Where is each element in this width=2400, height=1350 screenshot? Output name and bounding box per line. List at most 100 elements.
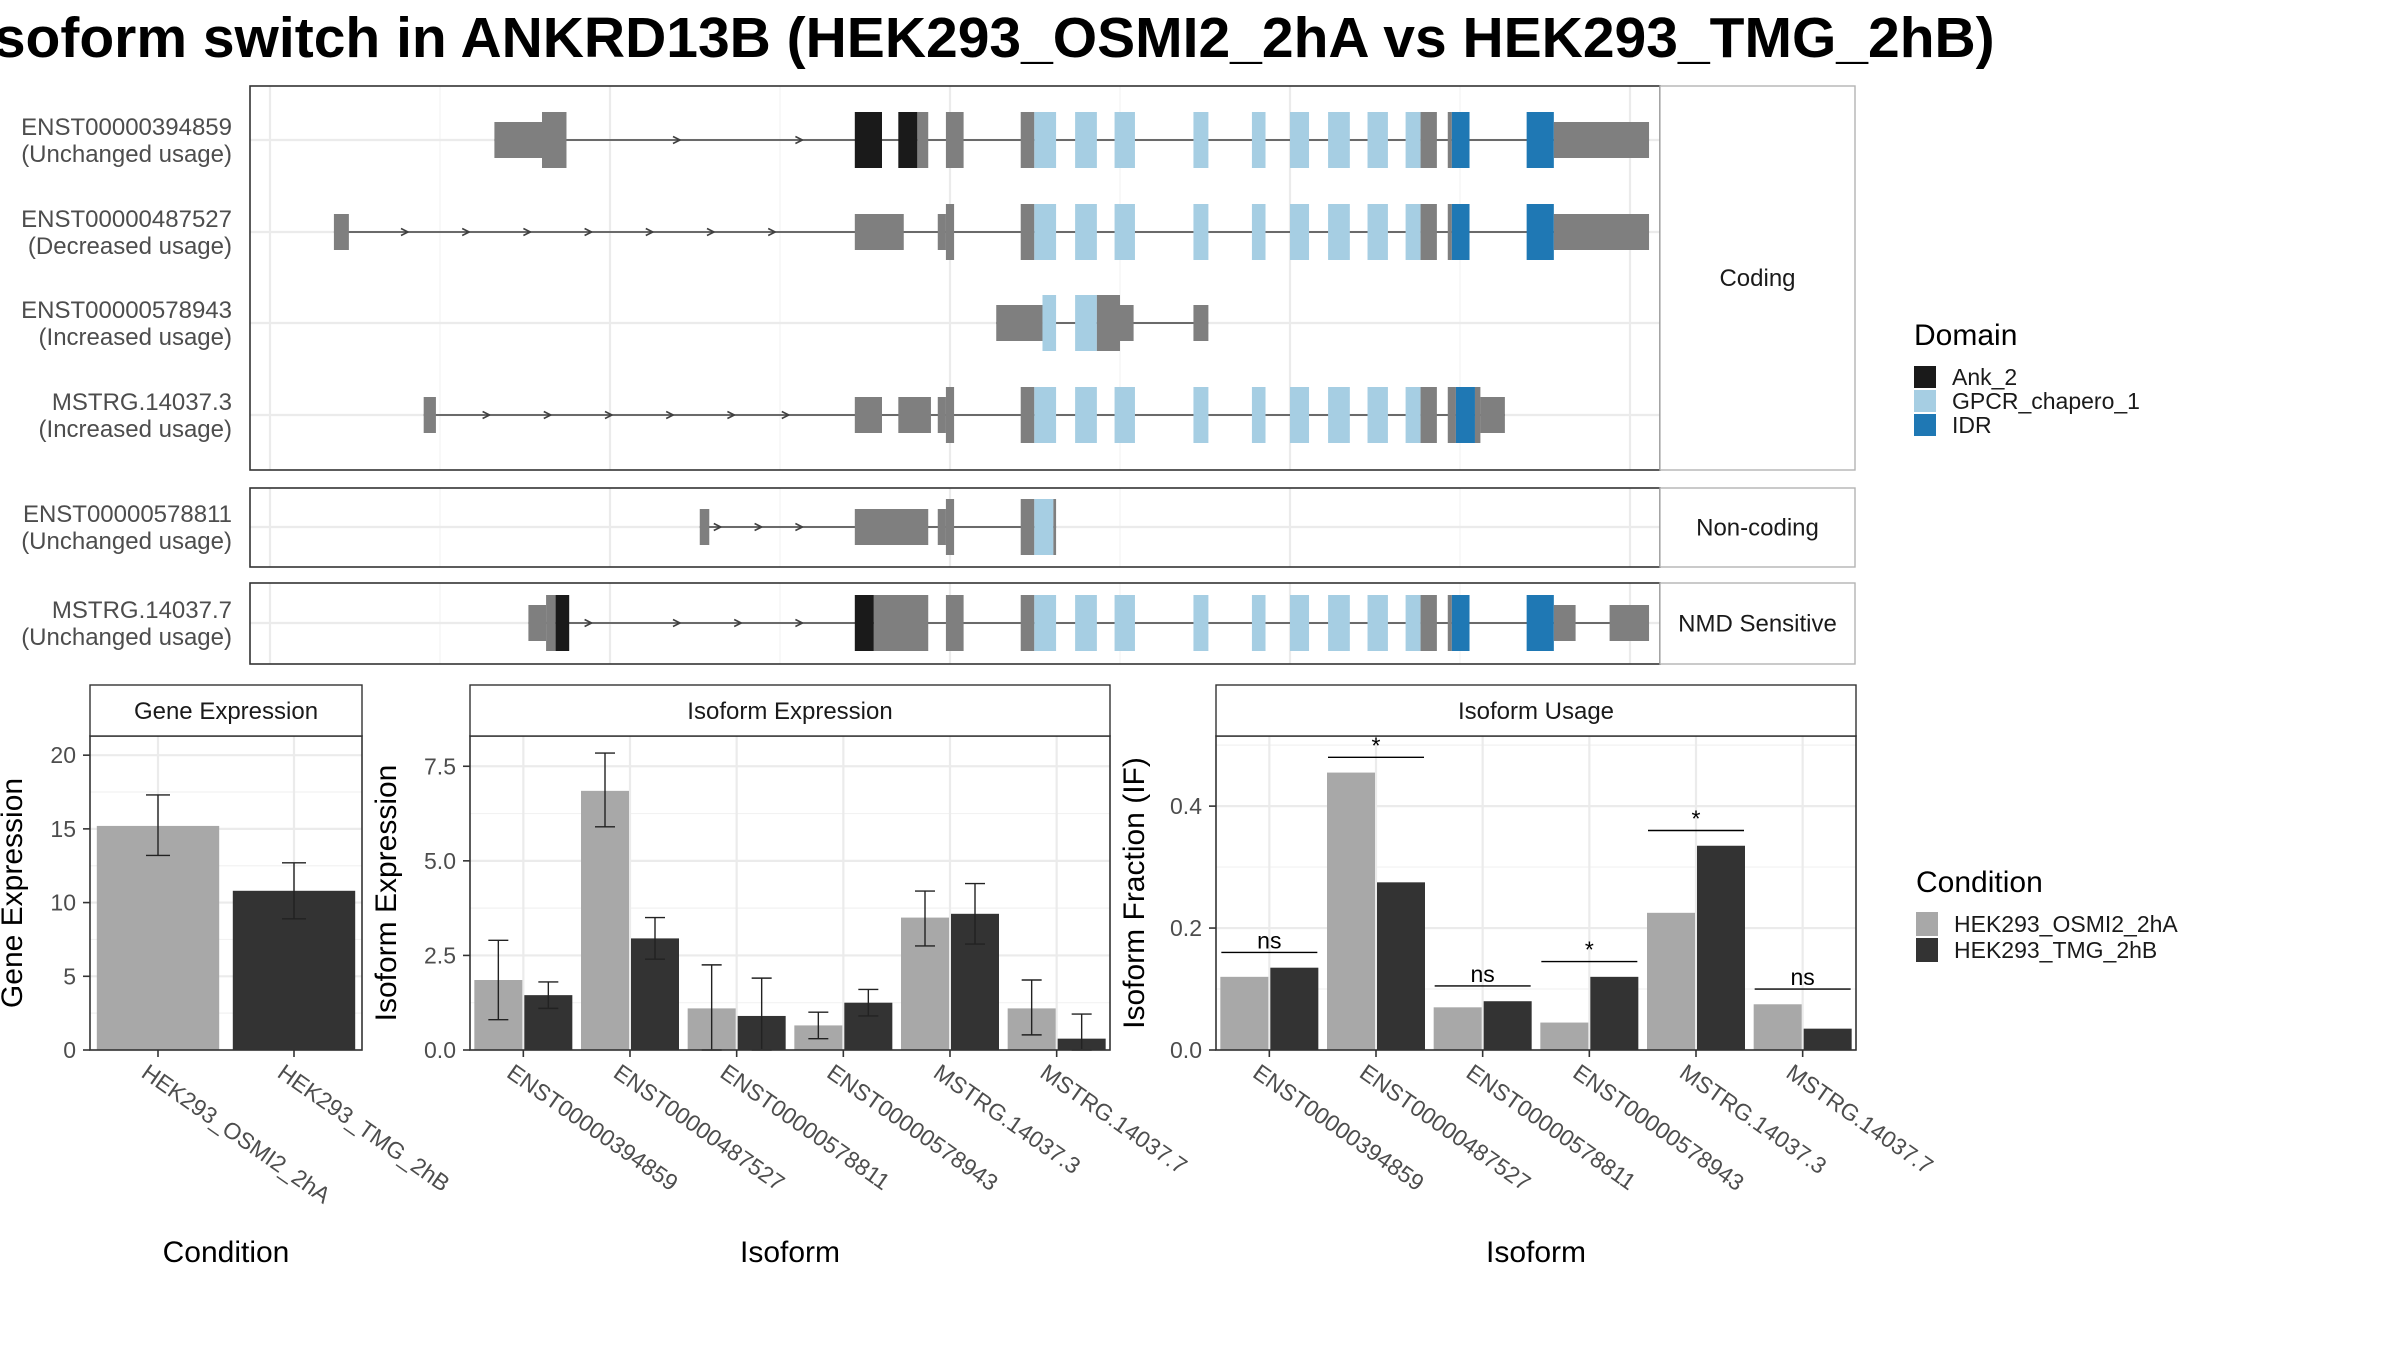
condition-legend-title: Condition (1916, 866, 2043, 899)
x-tick-label: ENST00000578943 (1568, 1059, 1748, 1196)
error-bar (1021, 979, 1042, 1036)
bar-ENST00000578811-HEK293_OSMI2_2hA (1433, 1007, 1482, 1050)
domain-block-GPCR_chapero_1 (1075, 387, 1097, 443)
domain-block-GPCR_chapero_1 (1193, 112, 1209, 168)
strand-arrow (400, 227, 410, 237)
significance-marker: * (1328, 732, 1424, 758)
transcript-MSTRG.14037.7: MSTRG.14037.7(Unchanged usage) (21, 595, 1650, 651)
structure-strip-label: Coding (1719, 265, 1795, 292)
error-bar (808, 1011, 829, 1040)
significance-marker: * (1648, 806, 1744, 832)
exon-block (945, 499, 955, 555)
domain-block-GPCR_chapero_1 (1193, 387, 1209, 443)
domain-block-GPCR_chapero_1 (1328, 595, 1350, 651)
exon-block (1420, 387, 1437, 443)
y-tick-label: 0.0 (1170, 1037, 1202, 1063)
y-tick-label: 5.0 (424, 848, 456, 874)
strand-arrow (672, 618, 682, 628)
y-axis-title: Gene Expression (0, 778, 29, 1008)
error-bar (965, 882, 985, 945)
domain-block-GPCR_chapero_1 (1367, 112, 1388, 168)
domain-block-IDR (1451, 595, 1470, 651)
exon-block (494, 122, 542, 158)
strand-arrow (795, 618, 805, 628)
exon-block (542, 112, 567, 168)
condition-legend-swatch (1916, 938, 1938, 962)
significance-label: ns (1257, 927, 1281, 953)
bar-ENST00000487527-HEK293_OSMI2_2hA (581, 790, 629, 1050)
bar-panel-title: Gene Expression (134, 698, 318, 725)
domain-block-GPCR_chapero_1 (1251, 204, 1266, 260)
exon-block (1447, 204, 1452, 260)
bar-panel-strip (1215, 684, 1857, 737)
significance-label: * (1585, 937, 1594, 963)
transcript-id-label: MSTRG.14037.3 (52, 389, 232, 416)
x-axis-title: Isoform (740, 1236, 840, 1269)
y-tick-label: 20 (50, 742, 76, 768)
exon-block (1120, 305, 1134, 341)
y-tick-label: 10 (50, 890, 76, 916)
exon-block (1020, 204, 1035, 260)
transcript-id-label: ENST00000394859 (21, 114, 232, 141)
domain-block-GPCR_chapero_1 (1034, 387, 1057, 443)
domain-block-IDR (1526, 204, 1554, 260)
domain-block-GPCR_chapero_1 (1075, 204, 1097, 260)
x-tick-label: ENST00000487527 (1355, 1059, 1535, 1196)
condition-legend-label: HEK293_OSMI2_2hA (1954, 911, 2178, 937)
domain-legend-title: Domain (1914, 319, 2017, 352)
domain-block-Ank_2 (555, 595, 570, 651)
condition-legend-label: HEK293_TMG_2hB (1954, 937, 2157, 963)
domain-block-GPCR_chapero_1 (1251, 595, 1266, 651)
transcript-usage-label: (Increased usage) (39, 416, 232, 443)
bar-ENST00000394859-HEK293_OSMI2_2hA (1220, 976, 1269, 1050)
y-tick-label: 5 (63, 963, 76, 989)
exon-block (1474, 387, 1481, 443)
domain-block-GPCR_chapero_1 (1290, 112, 1310, 168)
strand-arrow (733, 618, 743, 628)
y-axis-title: Isoform Expression (370, 765, 403, 1022)
exon-block (1053, 499, 1057, 555)
domain-block-GPCR_chapero_1 (1034, 204, 1057, 260)
strand-arrow (523, 227, 533, 237)
significance-marker: ns (1434, 961, 1531, 987)
domain-block-GPCR_chapero_1 (1114, 204, 1135, 260)
bar-panel-title: Isoform Usage (1458, 698, 1614, 725)
exon-block (1020, 387, 1035, 443)
error-bar (488, 939, 509, 1021)
structure-group-1: ENST00000578811(Unchanged usage) Non-codi… (21, 487, 1856, 568)
exon-block (1447, 112, 1452, 168)
bar-panel-bg (470, 736, 1110, 1050)
domain-block-GPCR_chapero_1 (1042, 295, 1057, 351)
domain-block-Ank_2 (854, 595, 874, 651)
strand-arrow (781, 410, 791, 420)
exon-block (1447, 387, 1456, 443)
structure-strip (1659, 582, 1856, 665)
domain-block-GPCR_chapero_1 (1075, 295, 1097, 351)
domain-block-GPCR_chapero_1 (1114, 595, 1135, 651)
bar-MSTRG.14037.7-HEK293_OSMI2_2hA (1753, 1004, 1802, 1050)
domain-block-GPCR_chapero_1 (1290, 387, 1310, 443)
bar-panel-1: 0.0 2.5 5.0 7.5 ENST00000394859ENST000004875… (370, 684, 1192, 1269)
exon-block (945, 387, 955, 443)
domain-block-GPCR_chapero_1 (1114, 387, 1135, 443)
exon-block (1193, 305, 1209, 341)
bar-MSTRG.14037.7-HEK293_TMG_2hB (1803, 1028, 1852, 1050)
condition-legend-item: HEK293_TMG_2hB (1916, 937, 2157, 963)
y-tick-label: 7.5 (424, 753, 456, 779)
exon-block (1420, 595, 1437, 651)
bar-chart-panels: 05101520HEK293_OSMI2_2hAHEK293_TMG_2hBGe… (0, 684, 1938, 1269)
bar-ENST00000487527-HEK293_TMG_2hB (1377, 882, 1425, 1050)
exon-block (873, 595, 929, 651)
x-tick-label: ENST00000394859 (502, 1059, 682, 1196)
bar-MSTRG.14037.3-HEK293_TMG_2hB (1697, 845, 1745, 1050)
transcript-id-label: ENST00000578811 (23, 501, 232, 528)
strand-arrow (767, 227, 777, 237)
exon-block (1020, 112, 1035, 168)
bar-panel-strip (89, 684, 363, 737)
domain-legend-item: Ank_2 (1914, 364, 2017, 390)
error-bar (858, 988, 879, 1017)
domain-block-IDR (1451, 112, 1470, 168)
error-bar (146, 794, 170, 857)
transcript-id-label: ENST00000578943 (21, 297, 232, 324)
exon-block (854, 397, 882, 433)
